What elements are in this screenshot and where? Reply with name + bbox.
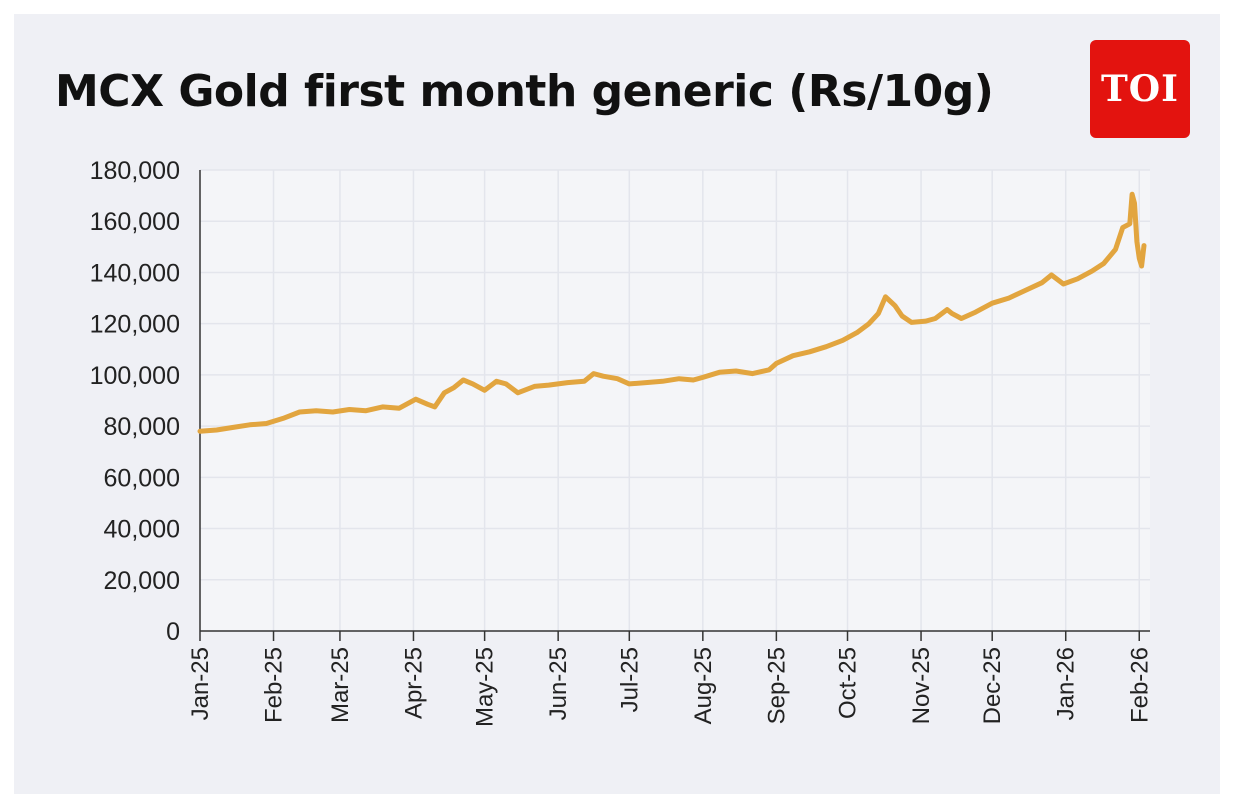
logo-text: TOI [1101,68,1179,110]
y-tick-label: 100,000 [90,362,180,390]
y-tick-label: 80,000 [104,413,180,441]
toi-logo: TOI [1090,40,1190,138]
x-tick-label: Jul-25 [616,647,643,712]
y-tick-label: 180,000 [90,157,180,185]
x-tick-label: Feb-26 [1126,647,1153,723]
x-tick-label: Jan-26 [1053,647,1080,720]
x-tick-label: Jun-25 [545,647,572,720]
x-tick-label: Dec-25 [979,647,1006,724]
gold-price-line [197,191,1147,434]
y-tick-label: 20,000 [104,567,180,595]
x-tick-label: Aug-25 [690,647,717,724]
chart-title: MCX Gold first month generic (Rs/10g) [55,66,994,117]
y-tick-label: 160,000 [90,208,180,236]
x-tick-label: Mar-25 [327,647,354,723]
chart-card: MCX Gold first month generic (Rs/10g) TO… [14,14,1220,794]
x-tick-label: Feb-25 [261,647,288,723]
x-tick-label: Sep-25 [763,647,790,724]
x-tick-label: May-25 [472,647,499,727]
plot-area [200,170,1150,631]
x-tick-label: Apr-25 [400,647,427,719]
line-chart: 0 20,000 40,000 60,000 80,000 100,000 120,000 1… [90,157,1154,727]
y-tick-label: 0 [166,618,180,646]
y-tick-label: 120,000 [90,311,180,339]
x-tick-label: Nov-25 [908,647,935,724]
x-tick-label: Jan-25 [187,647,214,720]
y-tick-label: 40,000 [104,516,180,544]
y-tick-label: 60,000 [104,464,180,492]
y-tick-label: 140,000 [90,259,180,287]
x-tick-label: Oct-25 [835,647,862,719]
